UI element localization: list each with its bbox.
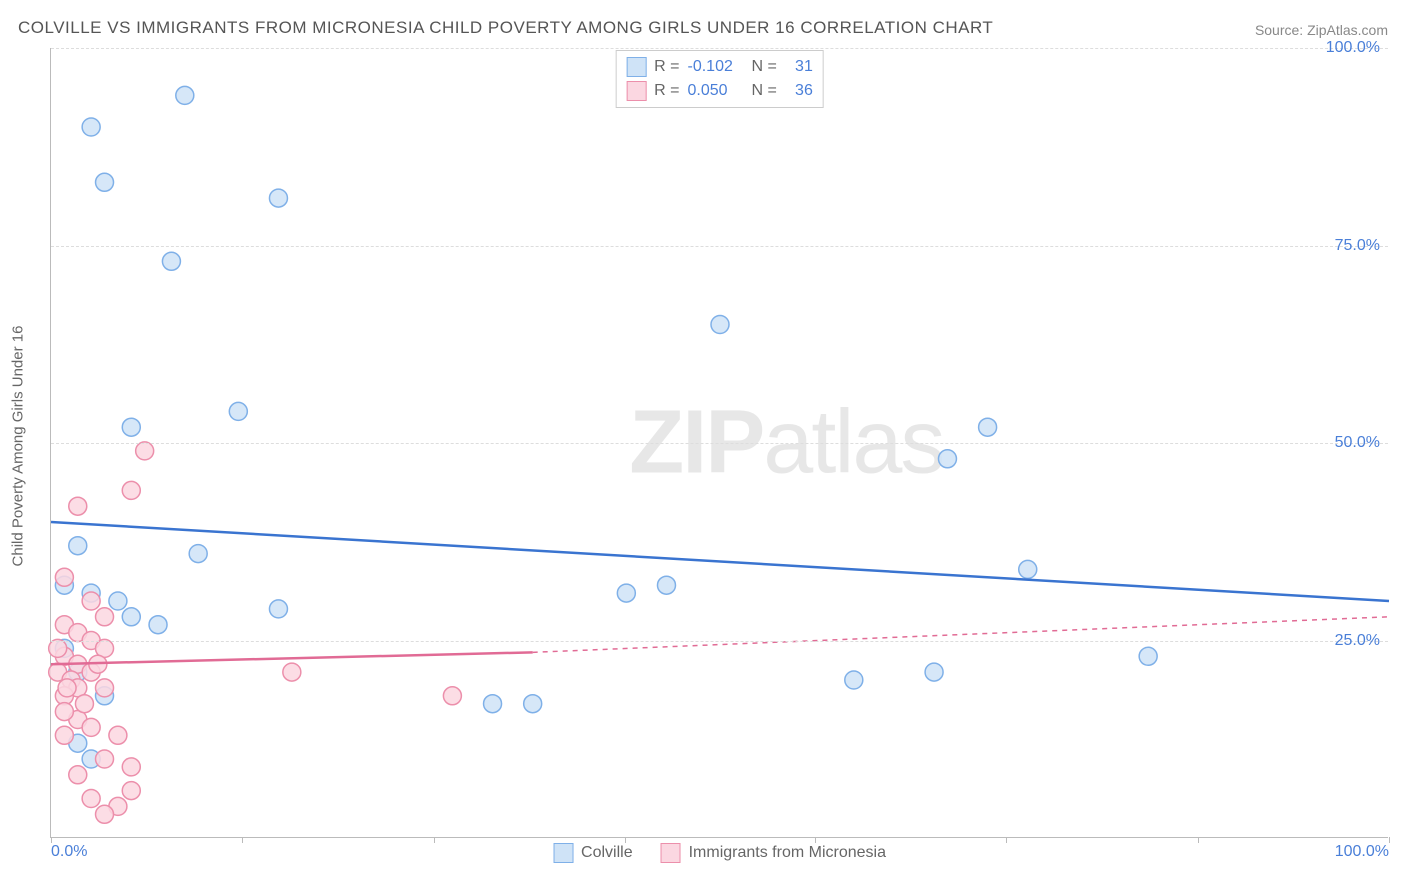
scatter-point [122,758,140,776]
scatter-point [443,687,461,705]
scatter-point [657,576,675,594]
scatter-point [136,442,154,460]
legend-n-value: 36 [785,82,813,100]
legend-r-label: R = [654,82,679,100]
scatter-point [82,718,100,736]
scatter-point [82,592,100,610]
legend-stats-row: R = 0.050 N = 36 [626,79,813,103]
scatter-point [925,663,943,681]
x-tick-label: 100.0% [1335,843,1389,861]
scatter-point [96,679,114,697]
scatter-point [69,537,87,555]
x-tick-mark [1006,837,1007,843]
legend-stats-row: R = -0.102 N = 31 [626,55,813,79]
trend-line [51,522,1389,601]
scatter-point [82,790,100,808]
scatter-point [176,86,194,104]
source-label: Source: ZipAtlas.com [1255,22,1388,38]
legend-series: Colville Immigrants from Micronesia [553,843,886,863]
legend-swatch [661,843,681,863]
scatter-point [938,450,956,468]
scatter-point [96,608,114,626]
scatter-point [1139,647,1157,665]
scatter-point [711,316,729,334]
legend-n-label: N = [752,58,777,76]
legend-r-label: R = [654,58,679,76]
x-tick-mark [815,837,816,843]
scatter-point [49,639,67,657]
scatter-point [979,418,997,436]
legend-n-value: 31 [785,58,813,76]
scatter-point [55,703,73,721]
legend-series-label: Immigrants from Micronesia [689,844,886,862]
y-tick-label: 50.0% [1335,434,1380,452]
legend-series-label: Colville [581,844,633,862]
y-tick-label: 75.0% [1335,237,1380,255]
gridline-h [51,48,1388,49]
x-tick-mark [1198,837,1199,843]
scatter-point [122,481,140,499]
scatter-point [82,118,100,136]
scatter-point [96,805,114,823]
scatter-point [55,726,73,744]
scatter-point [69,497,87,515]
legend-stats: R = -0.102 N = 31 R = 0.050 N = 36 [615,50,824,108]
legend-series-item: Immigrants from Micronesia [661,843,886,863]
correlation-chart: COLVILLE VS IMMIGRANTS FROM MICRONESIA C… [0,0,1406,892]
x-tick-label: 0.0% [51,843,87,861]
scatter-point [69,766,87,784]
scatter-point [109,726,127,744]
scatter-point [1019,560,1037,578]
scatter-point [269,189,287,207]
plot-area: ZIPatlas R =-0.102N =31R =0.050N =36 Col… [50,48,1388,838]
legend-series-item: Colville [553,843,633,863]
scatter-point [58,679,76,697]
legend-swatch [553,843,573,863]
gridline-h [51,443,1388,444]
y-tick-label: 25.0% [1335,632,1380,650]
x-tick-mark [1389,837,1390,843]
trend-line-dash [533,617,1389,653]
scatter-point [55,568,73,586]
chart-title: COLVILLE VS IMMIGRANTS FROM MICRONESIA C… [18,18,993,38]
scatter-point [283,663,301,681]
legend-n-label: N = [752,82,777,100]
legend-swatch [626,57,646,77]
scatter-point [122,608,140,626]
scatter-point [149,616,167,634]
x-tick-mark [242,837,243,843]
legend-r-value: -0.102 [688,58,744,76]
legend-r-value: 0.050 [688,82,744,100]
scatter-point [229,402,247,420]
scatter-point [524,695,542,713]
scatter-point [96,173,114,191]
legend-swatch [626,81,646,101]
scatter-point [484,695,502,713]
scatter-point [122,782,140,800]
scatter-point [269,600,287,618]
y-tick-label: 100.0% [1326,39,1380,57]
x-tick-mark [434,837,435,843]
scatter-point [96,750,114,768]
scatter-point [189,545,207,563]
scatter-point [162,252,180,270]
scatter-point [109,592,127,610]
scatter-point [75,695,93,713]
gridline-h [51,246,1388,247]
x-tick-mark [625,837,626,843]
scatter-point [122,418,140,436]
scatter-point [617,584,635,602]
scatter-point [845,671,863,689]
y-axis-label: Child Poverty Among Girls Under 16 [10,326,27,567]
gridline-h [51,641,1388,642]
